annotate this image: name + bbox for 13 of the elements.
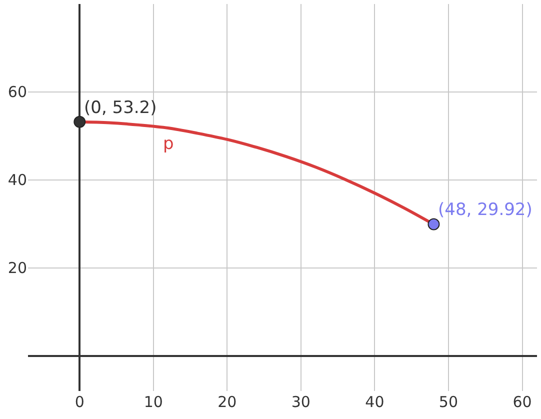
annotation: (48, 29.92) <box>438 200 532 220</box>
x-tick-label: 10 <box>144 393 163 411</box>
series-label: p <box>163 134 174 154</box>
x-tick-label: 0 <box>74 393 84 411</box>
y-tick-label: 20 <box>8 259 27 278</box>
x-tick-label: 20 <box>218 393 237 411</box>
x-tick-label: 40 <box>365 393 384 411</box>
annotation: (0, 53.2) <box>84 98 157 118</box>
x-tick-label: 50 <box>438 393 458 411</box>
y-tick-label: 60 <box>8 83 27 102</box>
x-tick-label: 60 <box>512 393 532 411</box>
y-tick-label: 40 <box>8 171 27 190</box>
x-tick-label: 30 <box>291 393 310 411</box>
